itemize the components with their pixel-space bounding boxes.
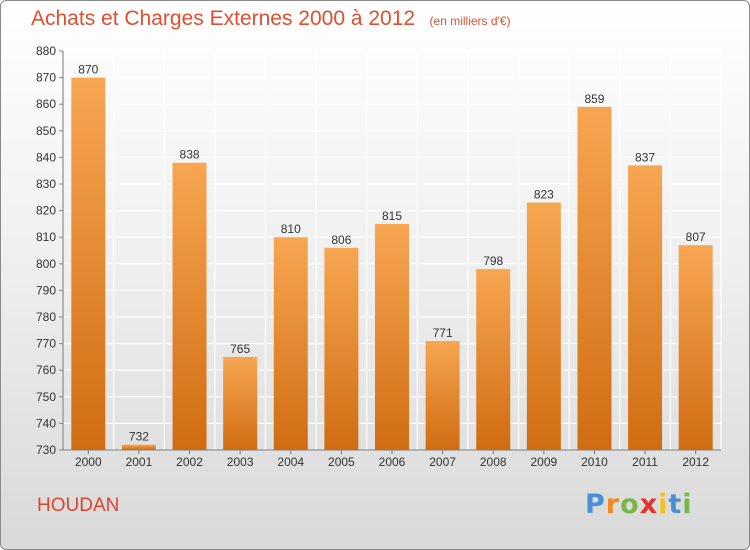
logo-letter: x [639, 489, 659, 520]
x-tick-label-2010: 2010 [581, 455, 608, 469]
bar-2004 [273, 237, 308, 450]
data-label-2006: 815 [382, 209, 402, 223]
x-tick-label-2000: 2000 [75, 455, 102, 469]
bar-2000 [71, 77, 106, 450]
y-tick-label: 850 [36, 124, 56, 138]
y-tick-label: 800 [36, 257, 56, 271]
axes: 730 740 750 760 770 780 790 800 810 820 830 840 850 8… [36, 44, 721, 469]
x-tick-label-2003: 2003 [227, 455, 254, 469]
title-text: Achats et Charges Externes 2000 à 2012 [31, 7, 416, 30]
y-tick-label: 780 [36, 310, 56, 324]
data-label-2000: 870 [78, 63, 98, 77]
bar-2002 [172, 162, 207, 450]
y-tick-label: 830 [36, 177, 56, 191]
y-tick-label: 820 [36, 204, 56, 218]
x-tick-label-2005: 2005 [328, 455, 355, 469]
y-tick-label: 860 [36, 97, 56, 111]
data-label-2012: 807 [686, 230, 706, 244]
bar-2008 [476, 269, 511, 450]
x-tick-label-2001: 2001 [126, 455, 153, 469]
logo-letter: t [668, 489, 683, 520]
data-label-2010: 859 [584, 92, 604, 106]
y-tick-label: 770 [36, 337, 56, 351]
data-label-2003: 765 [230, 342, 250, 356]
logo-letter: o [620, 489, 640, 520]
data-labels: 870 732 838 765 810 806 815 771 798 823 859 837 807 [78, 63, 706, 444]
y-tick-label: 840 [36, 150, 56, 164]
unit-note: (en milliers d'€) [429, 14, 511, 28]
data-label-2001: 732 [129, 430, 149, 444]
chart-title: Achats et Charges Externes 2000 à 2012 (… [31, 7, 511, 31]
bar-2006 [375, 223, 409, 450]
y-tick-label: 810 [36, 230, 56, 244]
x-tick-label-2006: 2006 [379, 455, 406, 469]
y-tick-label: 730 [36, 443, 56, 457]
bar-2011 [628, 165, 663, 450]
data-label-2007: 771 [433, 326, 453, 340]
y-tick-label: 790 [36, 283, 56, 297]
y-tick-label: 760 [36, 363, 56, 377]
bar-2001 [121, 444, 156, 450]
y-tick-label: 880 [36, 44, 56, 58]
y-tick-label: 740 [36, 416, 56, 430]
x-tick-label-2007: 2007 [429, 455, 456, 469]
bar-2012 [678, 245, 713, 450]
logo-letter: r [605, 489, 621, 520]
bar-2010 [577, 106, 612, 451]
data-label-2005: 806 [331, 233, 351, 247]
logo-letter: P [585, 489, 606, 520]
data-label-2008: 798 [483, 254, 503, 268]
bar-2007 [425, 340, 460, 450]
x-tick-label-2002: 2002 [176, 455, 203, 469]
x-tick-label-2008: 2008 [480, 455, 507, 469]
data-label-2011: 837 [635, 150, 655, 164]
bar-2009 [526, 202, 561, 450]
x-tick-label-2009: 2009 [530, 455, 557, 469]
logo-letter: i [682, 489, 693, 520]
data-label-2009: 823 [534, 188, 554, 202]
y-tick-label: 870 [36, 71, 56, 85]
bars [71, 77, 713, 451]
logo-letter: i [658, 489, 669, 520]
x-tick-label-2012: 2012 [682, 455, 709, 469]
data-label-2002: 838 [180, 148, 200, 162]
bar-2005 [324, 247, 359, 450]
bar-2003 [223, 356, 258, 450]
x-tick-label-2011: 2011 [632, 455, 658, 469]
data-label-2004: 810 [281, 222, 301, 236]
x-tick-label-2004: 2004 [277, 455, 304, 469]
proxiti-logo: Proxiti [585, 489, 693, 520]
y-tick-label: 750 [36, 390, 56, 404]
commune-name: HOUDAN [37, 495, 120, 516]
